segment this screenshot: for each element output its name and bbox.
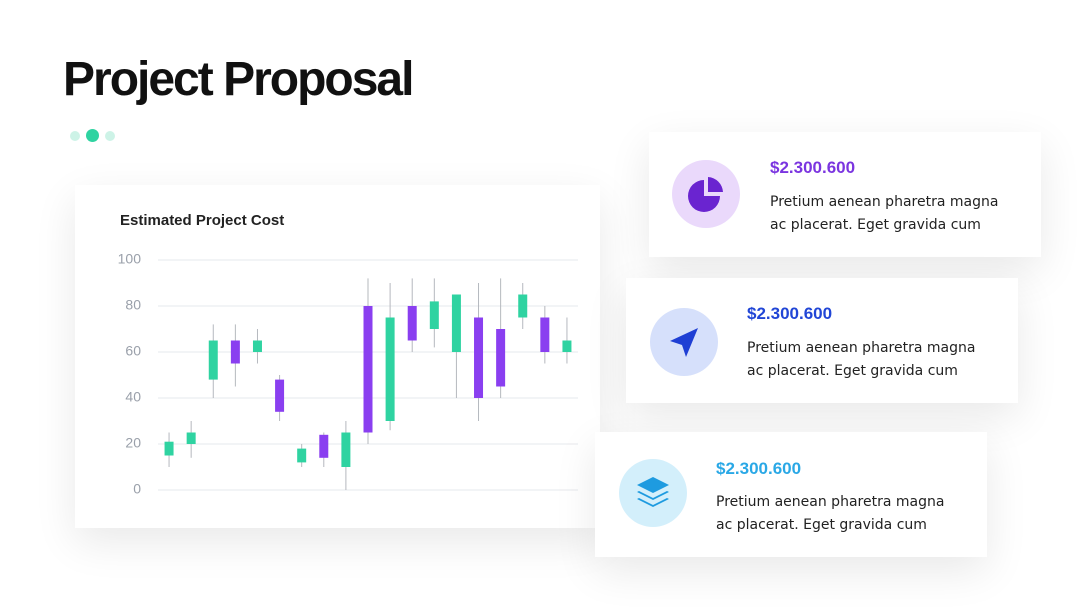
candle-body (252, 340, 262, 352)
card-text: Pretium aenean pharetra magna ac placerat… (716, 491, 944, 537)
candle-body (451, 294, 461, 352)
text-line: ac placerat. Eget gravida cum (716, 517, 927, 533)
candle-body (208, 340, 218, 380)
text-line: Pretium aenean pharetra magna (747, 340, 976, 356)
y-tick-label: 100 (118, 251, 142, 267)
card-value: $2.300.600 (747, 304, 833, 323)
text-line: ac placerat. Eget gravida cum (747, 363, 958, 379)
y-tick-label: 0 (133, 481, 141, 497)
candle-body (341, 432, 351, 467)
card-text: Pretium aenean pharetra magna ac placerat… (770, 191, 998, 237)
candle-body (385, 317, 395, 421)
y-tick-label: 60 (125, 343, 141, 359)
card: $2.300.600 Pretium aenean pharetra magna… (626, 278, 1018, 403)
candle-body (518, 294, 528, 318)
y-tick-label: 80 (125, 297, 141, 313)
dot (105, 131, 115, 141)
dot (86, 129, 99, 142)
text-line: Pretium aenean pharetra magna (716, 494, 945, 510)
candle-body (186, 432, 196, 444)
send-icon (650, 308, 718, 376)
candle-body (562, 340, 572, 352)
candle-body (407, 306, 417, 341)
card-value: $2.300.600 (770, 158, 856, 177)
candle-body (297, 448, 307, 463)
card: $2.300.600 Pretium aenean pharetra magna… (649, 132, 1041, 257)
chart-panel (75, 185, 600, 528)
slide-title: Project Proposal (63, 53, 414, 106)
candle-body (496, 329, 506, 387)
candle-body (540, 317, 550, 352)
candle-body (230, 340, 240, 364)
candle-body (164, 441, 174, 456)
candle-body (474, 317, 484, 398)
dot (70, 131, 80, 141)
text-line: ac placerat. Eget gravida cum (770, 217, 981, 233)
y-tick-label: 40 (125, 389, 141, 405)
candle-body (363, 306, 373, 433)
candle-body (319, 434, 329, 458)
y-tick-label: 20 (125, 435, 141, 451)
card-value: $2.300.600 (716, 459, 802, 478)
layers-icon (619, 459, 687, 527)
candle-body (275, 379, 285, 412)
text-line: Pretium aenean pharetra magna (770, 194, 999, 210)
card: $2.300.600 Pretium aenean pharetra magna… (595, 432, 987, 557)
card-text: Pretium aenean pharetra magna ac placerat… (747, 337, 975, 383)
candle-body (429, 301, 439, 329)
chart-title: Estimated Project Cost (120, 212, 284, 229)
pie-icon (672, 160, 740, 228)
